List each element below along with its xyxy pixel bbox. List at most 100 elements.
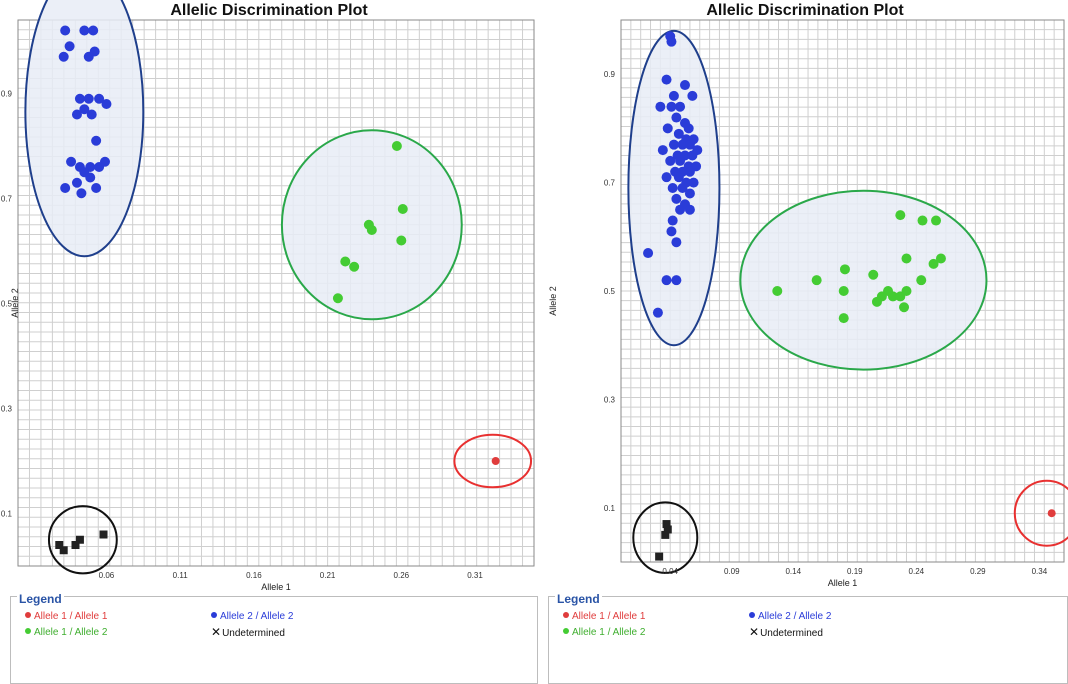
data-point: [83, 93, 94, 104]
legend-entry-allele1-allele1: Allele 1 / Allele 1: [25, 611, 107, 622]
series-allele-1-allele-1: [491, 457, 500, 465]
series-allele-1-allele-2: [772, 210, 946, 324]
data-point: [666, 36, 677, 47]
legend-entry-undetermined: ✕Undetermined: [749, 626, 823, 639]
x-mark-icon: ✕: [211, 625, 222, 639]
x-tick-label: 0.06: [99, 571, 115, 580]
chart-title: Allelic Discrimination Plot: [706, 2, 904, 19]
data-point: [89, 46, 100, 57]
data-point: [935, 253, 946, 264]
x-tick-label: 0.14: [785, 567, 801, 576]
data-point: [85, 172, 96, 183]
data-point: [687, 150, 698, 161]
data-point: [661, 530, 670, 539]
legend-label: Undetermined: [760, 628, 823, 639]
x-tick-label: 0.24: [909, 567, 925, 576]
x-tick-label: 0.31: [467, 571, 483, 580]
data-point: [101, 99, 112, 109]
legend-label: Allele 2 / Allele 2: [758, 611, 832, 622]
data-point: [661, 275, 672, 286]
data-point: [661, 74, 672, 85]
data-point: [59, 546, 68, 555]
allelic-plot-right: Allelic Discrimination Plot 0.04 0.09 0.14…: [540, 0, 1068, 684]
data-point: [901, 253, 912, 264]
data-point: [332, 293, 343, 304]
data-point: [91, 183, 102, 193]
data-point: [66, 156, 77, 167]
data-point: [64, 41, 75, 52]
data-point: [667, 183, 678, 194]
data-point: [887, 291, 898, 302]
x-tick-label: 0.11: [173, 571, 189, 580]
data-point: [666, 226, 677, 237]
x-tick-label: 0.21: [320, 571, 336, 580]
data-point: [917, 215, 928, 226]
data-point: [677, 139, 688, 150]
plot-frame: [620, 19, 1065, 563]
data-point: [671, 112, 682, 123]
green-dot-icon: [25, 628, 31, 634]
cluster-ellipse-undetermined: [632, 501, 699, 574]
scatter-plot-svg: 0.04 0.09 0.14 0.19 0.24 0.29 0.34 0.1 0.3 0.5 0.7…: [548, 19, 1068, 588]
y-tick-label: 0.1: [604, 504, 616, 513]
data-point: [916, 275, 927, 286]
series-allele-1-allele-2: [332, 141, 408, 304]
data-point: [71, 109, 82, 120]
legend-entry-allele2-allele2: Allele 2 / Allele 2: [749, 611, 831, 622]
x-axis-label: Allele 1: [261, 582, 291, 592]
data-point: [663, 525, 672, 534]
data-point: [673, 172, 684, 183]
data-point: [679, 80, 690, 91]
x-tick-label: 0.26: [394, 571, 410, 580]
data-point: [58, 51, 69, 62]
scatter-plot-svg: 0.06 0.11 0.16 0.21 0.26 0.31 0.1 0.3 0.5 0.7 0.9 A…: [1, 0, 535, 592]
data-point: [79, 104, 90, 115]
x-tick-label: 0.16: [246, 571, 262, 580]
legend-label: Allele 1 / Allele 1: [572, 611, 646, 622]
data-point: [662, 123, 673, 134]
y-tick-label: 0.7: [604, 179, 616, 188]
legend-label: Allele 1 / Allele 2: [572, 627, 646, 638]
y-tick-label: 0.5: [1, 300, 13, 309]
blue-dot-icon: [749, 612, 755, 618]
y-tick-label: 0.3: [604, 395, 616, 404]
chart-title: Allelic Discrimination Plot: [170, 2, 368, 19]
data-point: [366, 225, 377, 235]
cluster-ellipse-undetermined: [47, 505, 118, 575]
data-point: [60, 25, 71, 36]
data-point: [899, 302, 910, 313]
data-point: [772, 286, 783, 296]
data-point: [838, 313, 849, 324]
data-point: [99, 530, 108, 539]
x-tick-label: 0.34: [1032, 567, 1048, 576]
data-point: [895, 210, 906, 221]
data-point: [675, 155, 686, 166]
cluster-ellipse-allele-1-allele-1: [453, 433, 533, 489]
legend: Legend Allele 1 / Allele 1 Allele 2 / Al…: [10, 592, 538, 684]
data-point: [655, 552, 664, 561]
data-point: [652, 307, 663, 318]
legend-entry-undetermined: ✕Undetermined: [211, 625, 285, 639]
data-point: [86, 109, 97, 120]
data-point: [396, 235, 407, 246]
data-point: [668, 139, 679, 150]
data-point: [94, 93, 105, 104]
data-point: [684, 166, 695, 177]
red-dot-icon: [563, 612, 569, 618]
data-point: [79, 25, 90, 36]
series-undetermined: [655, 520, 672, 561]
data-point: [76, 188, 87, 199]
legend-label: Allele 1 / Allele 1: [34, 611, 108, 622]
data-point: [675, 204, 686, 215]
legend: Legend Allele 1 / Allele 1 Allele 2 / Al…: [548, 592, 1068, 684]
data-point: [340, 256, 351, 267]
data-point: [655, 101, 666, 112]
data-point: [677, 183, 688, 194]
legend-entry-allele1-allele2: Allele 1 / Allele 2: [563, 627, 645, 638]
data-point: [684, 139, 695, 150]
data-point: [88, 25, 99, 36]
data-point: [838, 286, 849, 296]
data-point: [661, 172, 672, 183]
x-axis-label: Allele 1: [828, 578, 858, 588]
legend-title: Legend: [555, 592, 602, 606]
